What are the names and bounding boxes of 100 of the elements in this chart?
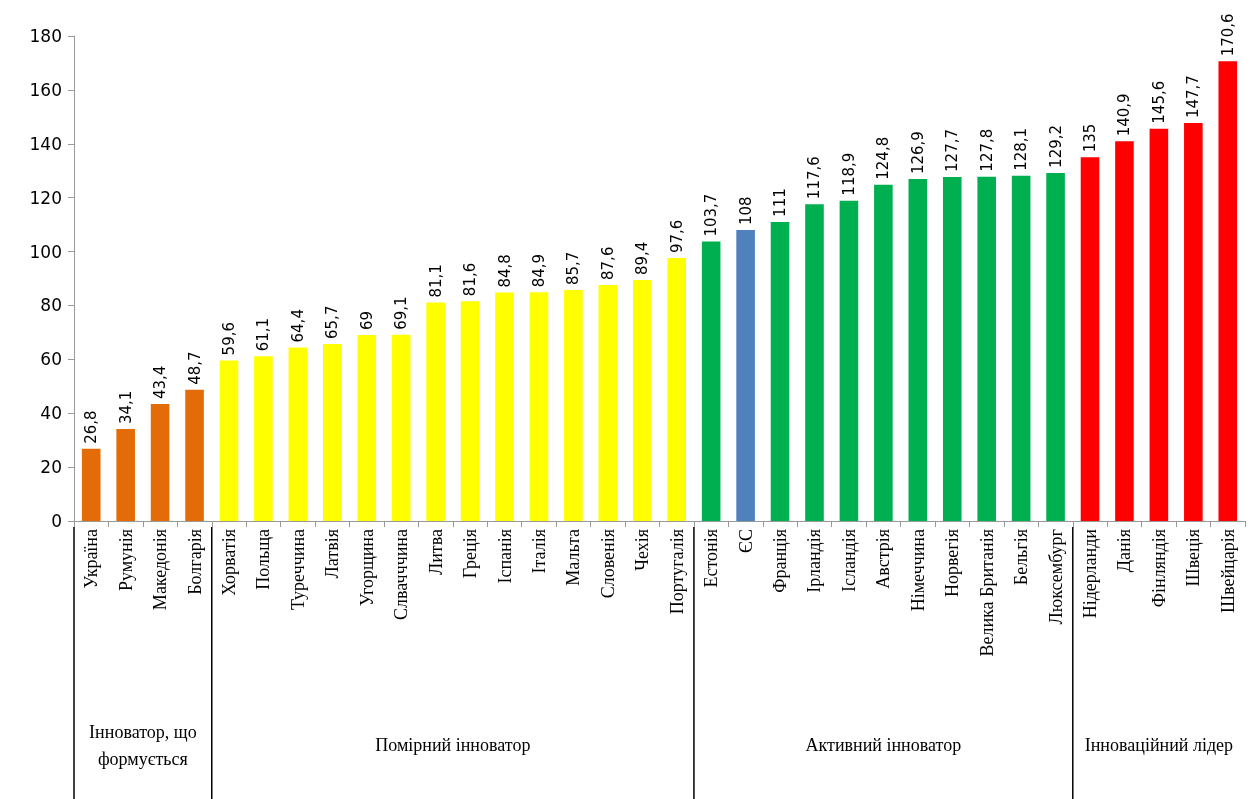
y-tick-label: 20 xyxy=(40,457,62,478)
data-label: 48,7 xyxy=(185,351,204,385)
data-label: 89,4 xyxy=(633,241,652,276)
bar xyxy=(1149,128,1169,521)
x-tick-label: Швейцарія xyxy=(1217,529,1238,614)
x-tick-label: Бельгія xyxy=(1011,529,1032,586)
data-label: 127,8 xyxy=(977,128,996,172)
x-tick-label: Ісландія xyxy=(838,529,859,593)
data-label: 124,8 xyxy=(874,136,893,180)
data-label: 69,1 xyxy=(392,296,411,330)
bar xyxy=(150,404,170,521)
bar xyxy=(288,347,308,521)
y-tick-label: 100 xyxy=(29,241,62,262)
bar xyxy=(357,335,377,521)
x-tick-label: Ірландія xyxy=(804,529,825,593)
y-tick-label: 60 xyxy=(40,349,62,370)
bar xyxy=(770,221,790,521)
bar xyxy=(908,179,928,521)
bar xyxy=(701,241,721,521)
bar xyxy=(874,184,893,521)
x-tick-label: Німеччина xyxy=(907,528,928,612)
data-label: 108 xyxy=(736,196,755,225)
data-label: 111 xyxy=(771,188,790,217)
x-tick-label: Норвегія xyxy=(942,529,963,598)
bar xyxy=(391,334,411,521)
bar xyxy=(460,301,480,521)
data-label: 61,1 xyxy=(254,317,273,352)
data-label: 118,9 xyxy=(839,152,858,196)
data-label: 140,9 xyxy=(1115,93,1134,137)
y-tick-label: 180 xyxy=(29,26,62,46)
y-tick-label: 140 xyxy=(29,133,62,154)
x-tick-label: Нідерланди xyxy=(1080,528,1101,619)
data-label: 84,9 xyxy=(529,253,548,288)
x-tick-label: Македонія xyxy=(150,529,171,611)
text: Інноваційний лідер xyxy=(1084,735,1234,755)
bar xyxy=(1115,141,1134,521)
x-tick-label: Греція xyxy=(460,529,481,579)
x-tick-label: Чехія xyxy=(632,529,653,571)
data-label: 69 xyxy=(357,310,376,331)
data-label: 87,6 xyxy=(598,246,617,280)
x-tick-label: Румунія xyxy=(115,529,136,592)
text: Інноватор, що формується xyxy=(89,721,197,769)
data-label: 64,4 xyxy=(288,309,307,343)
bar xyxy=(942,176,962,521)
bar xyxy=(1046,172,1065,521)
data-label: 127,7 xyxy=(943,128,962,172)
y-tick-label: 40 xyxy=(40,403,62,424)
data-label: 103,7 xyxy=(702,193,721,237)
y-tick-label: 120 xyxy=(29,187,62,208)
bar xyxy=(1011,175,1031,521)
bar xyxy=(81,448,101,521)
x-tick-label: Болгарія xyxy=(184,529,205,595)
x-tick-label: Італія xyxy=(528,529,549,574)
bar xyxy=(219,360,239,521)
x-tick-label: Слвачччина xyxy=(391,529,412,620)
x-tick-label: Туреччина xyxy=(287,528,308,610)
bar xyxy=(1218,61,1238,521)
x-tick-label: Люксембург xyxy=(1045,529,1066,625)
data-label: 147,7 xyxy=(1184,75,1203,119)
x-tick-label: Іспанія xyxy=(494,529,515,584)
bar xyxy=(598,284,618,521)
x-tick-label: Угорщина xyxy=(356,529,377,607)
y-tick-label: 160 xyxy=(29,79,62,100)
x-tick-label: Латвія xyxy=(322,529,343,579)
y-tick-label: 80 xyxy=(40,295,62,316)
x-tick-label: Велика Британія xyxy=(976,529,997,657)
x-tick-label: Україна xyxy=(81,529,102,589)
x-tick-label: Мальта xyxy=(563,528,584,586)
data-label: 43,4 xyxy=(151,365,170,400)
x-tick-label: Фінляндія xyxy=(1148,529,1169,608)
y-tick-label: 0 xyxy=(51,511,62,531)
bar xyxy=(254,356,273,521)
bar xyxy=(116,429,135,521)
x-tick-label: Португалія xyxy=(666,529,687,615)
bar xyxy=(185,389,204,521)
x-tick-label: Литва xyxy=(425,529,446,575)
x-tick-label: Швеція xyxy=(1183,529,1204,587)
data-label: 34,1 xyxy=(116,390,135,425)
x-tick-label: Словенія xyxy=(597,529,618,599)
text: Активний інноватор xyxy=(805,735,962,755)
data-label: 81,1 xyxy=(426,264,445,298)
data-label: 59,6 xyxy=(219,322,238,356)
data-label: 126,9 xyxy=(908,131,927,175)
data-label: 84,8 xyxy=(495,254,514,288)
x-tick-label: Хорватія xyxy=(218,529,239,596)
data-label: 65,7 xyxy=(323,305,342,339)
data-label: 129,2 xyxy=(1046,124,1065,168)
x-tick-label: Франція xyxy=(770,529,791,593)
data-label: 26,8 xyxy=(82,410,101,444)
bar xyxy=(426,302,445,521)
x-tick-label: ЄС xyxy=(735,529,756,553)
x-tick-label: Польща xyxy=(253,529,274,590)
data-label: 81,6 xyxy=(461,262,480,297)
bar xyxy=(1184,123,1203,521)
data-label: 117,6 xyxy=(805,156,824,200)
data-label: 135 xyxy=(1081,123,1100,153)
bar xyxy=(632,280,652,521)
data-label: 97,6 xyxy=(667,219,686,254)
bar xyxy=(667,258,687,521)
bar xyxy=(736,230,755,521)
